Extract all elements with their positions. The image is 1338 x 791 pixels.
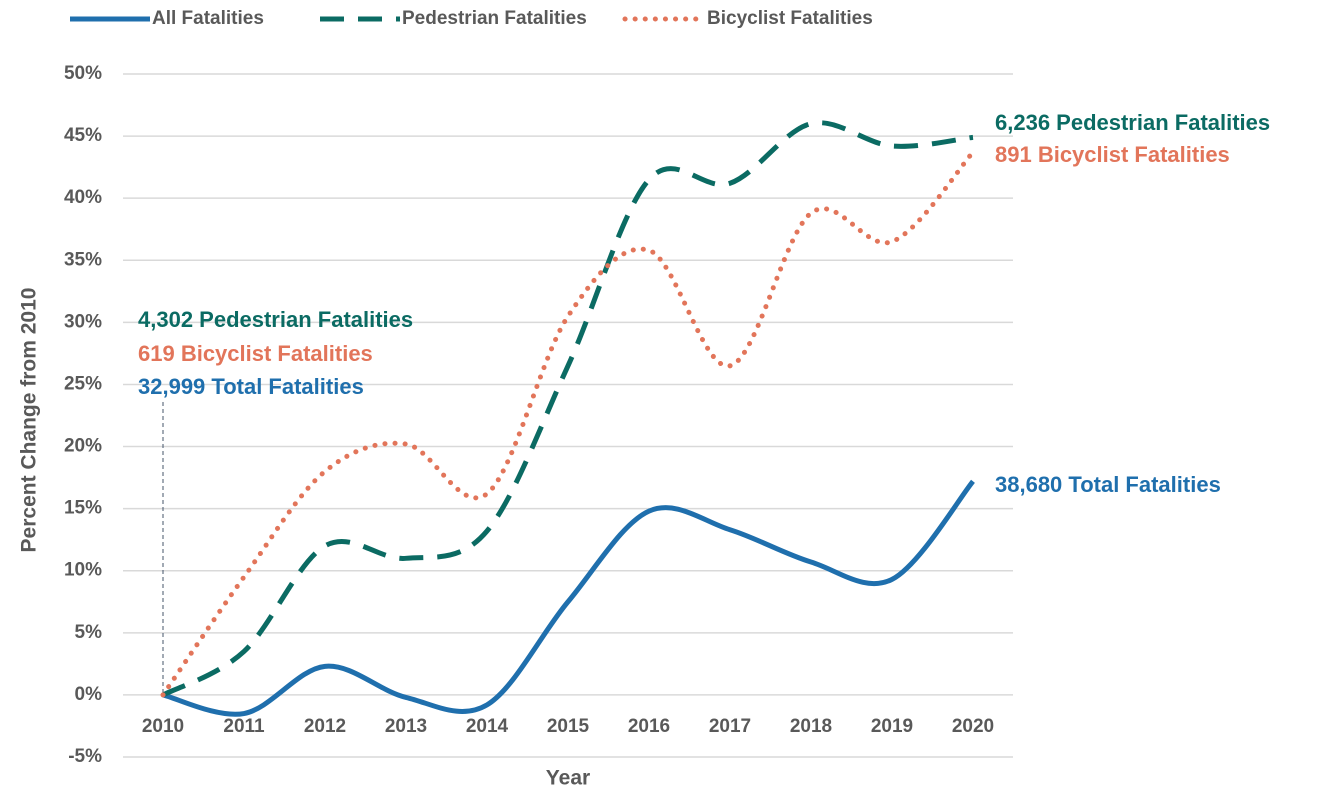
series-line xyxy=(161,120,974,698)
annotation: 32,999 Total Fatalities xyxy=(138,374,364,399)
series-line xyxy=(160,149,976,698)
y-tick-label: 10% xyxy=(64,560,102,581)
y-tick-label: 30% xyxy=(64,311,102,332)
x-tick-label: 2014 xyxy=(466,716,509,737)
x-tick-label: 2013 xyxy=(385,716,427,737)
x-tick-label: 2019 xyxy=(871,716,913,737)
y-tick-label: 50% xyxy=(64,63,102,84)
series-line xyxy=(162,479,975,717)
x-axis-label: Year xyxy=(546,767,590,790)
y-tick-label: 20% xyxy=(64,436,102,457)
annotation: 38,680 Total Fatalities xyxy=(995,472,1221,497)
annotation: 6,236 Pedestrian Fatalities xyxy=(995,110,1270,135)
x-tick-label: 2015 xyxy=(547,716,590,737)
x-tick-label: 2010 xyxy=(142,716,184,737)
annotation: 4,302 Pedestrian Fatalities xyxy=(138,307,413,332)
y-tick-label: 40% xyxy=(64,187,102,208)
y-tick-label: -5% xyxy=(68,746,102,767)
x-tick-label: 2020 xyxy=(952,716,994,737)
legend-label: Pedestrian Fatalities xyxy=(402,8,587,29)
legend-label: All Fatalities xyxy=(152,8,264,29)
y-tick-label: 5% xyxy=(75,622,103,643)
x-tick-label: 2018 xyxy=(790,716,832,737)
legend-label: Bicyclist Fatalities xyxy=(707,8,873,29)
y-tick-label: 35% xyxy=(64,249,102,270)
y-tick-label: 15% xyxy=(64,498,102,519)
y-tick-label: 25% xyxy=(64,373,102,394)
x-tick-label: 2011 xyxy=(223,716,265,737)
annotation: 891 Bicyclist Fatalities xyxy=(995,142,1230,167)
annotation: 619 Bicyclist Fatalities xyxy=(138,341,373,366)
y-axis-label: Percent Change from 2010 xyxy=(18,288,41,553)
x-tick-label: 2017 xyxy=(709,716,751,737)
y-tick-label: 0% xyxy=(75,684,103,705)
x-tick-label: 2016 xyxy=(628,716,670,737)
y-tick-label: 45% xyxy=(64,125,102,146)
x-tick-label: 2012 xyxy=(304,716,346,737)
